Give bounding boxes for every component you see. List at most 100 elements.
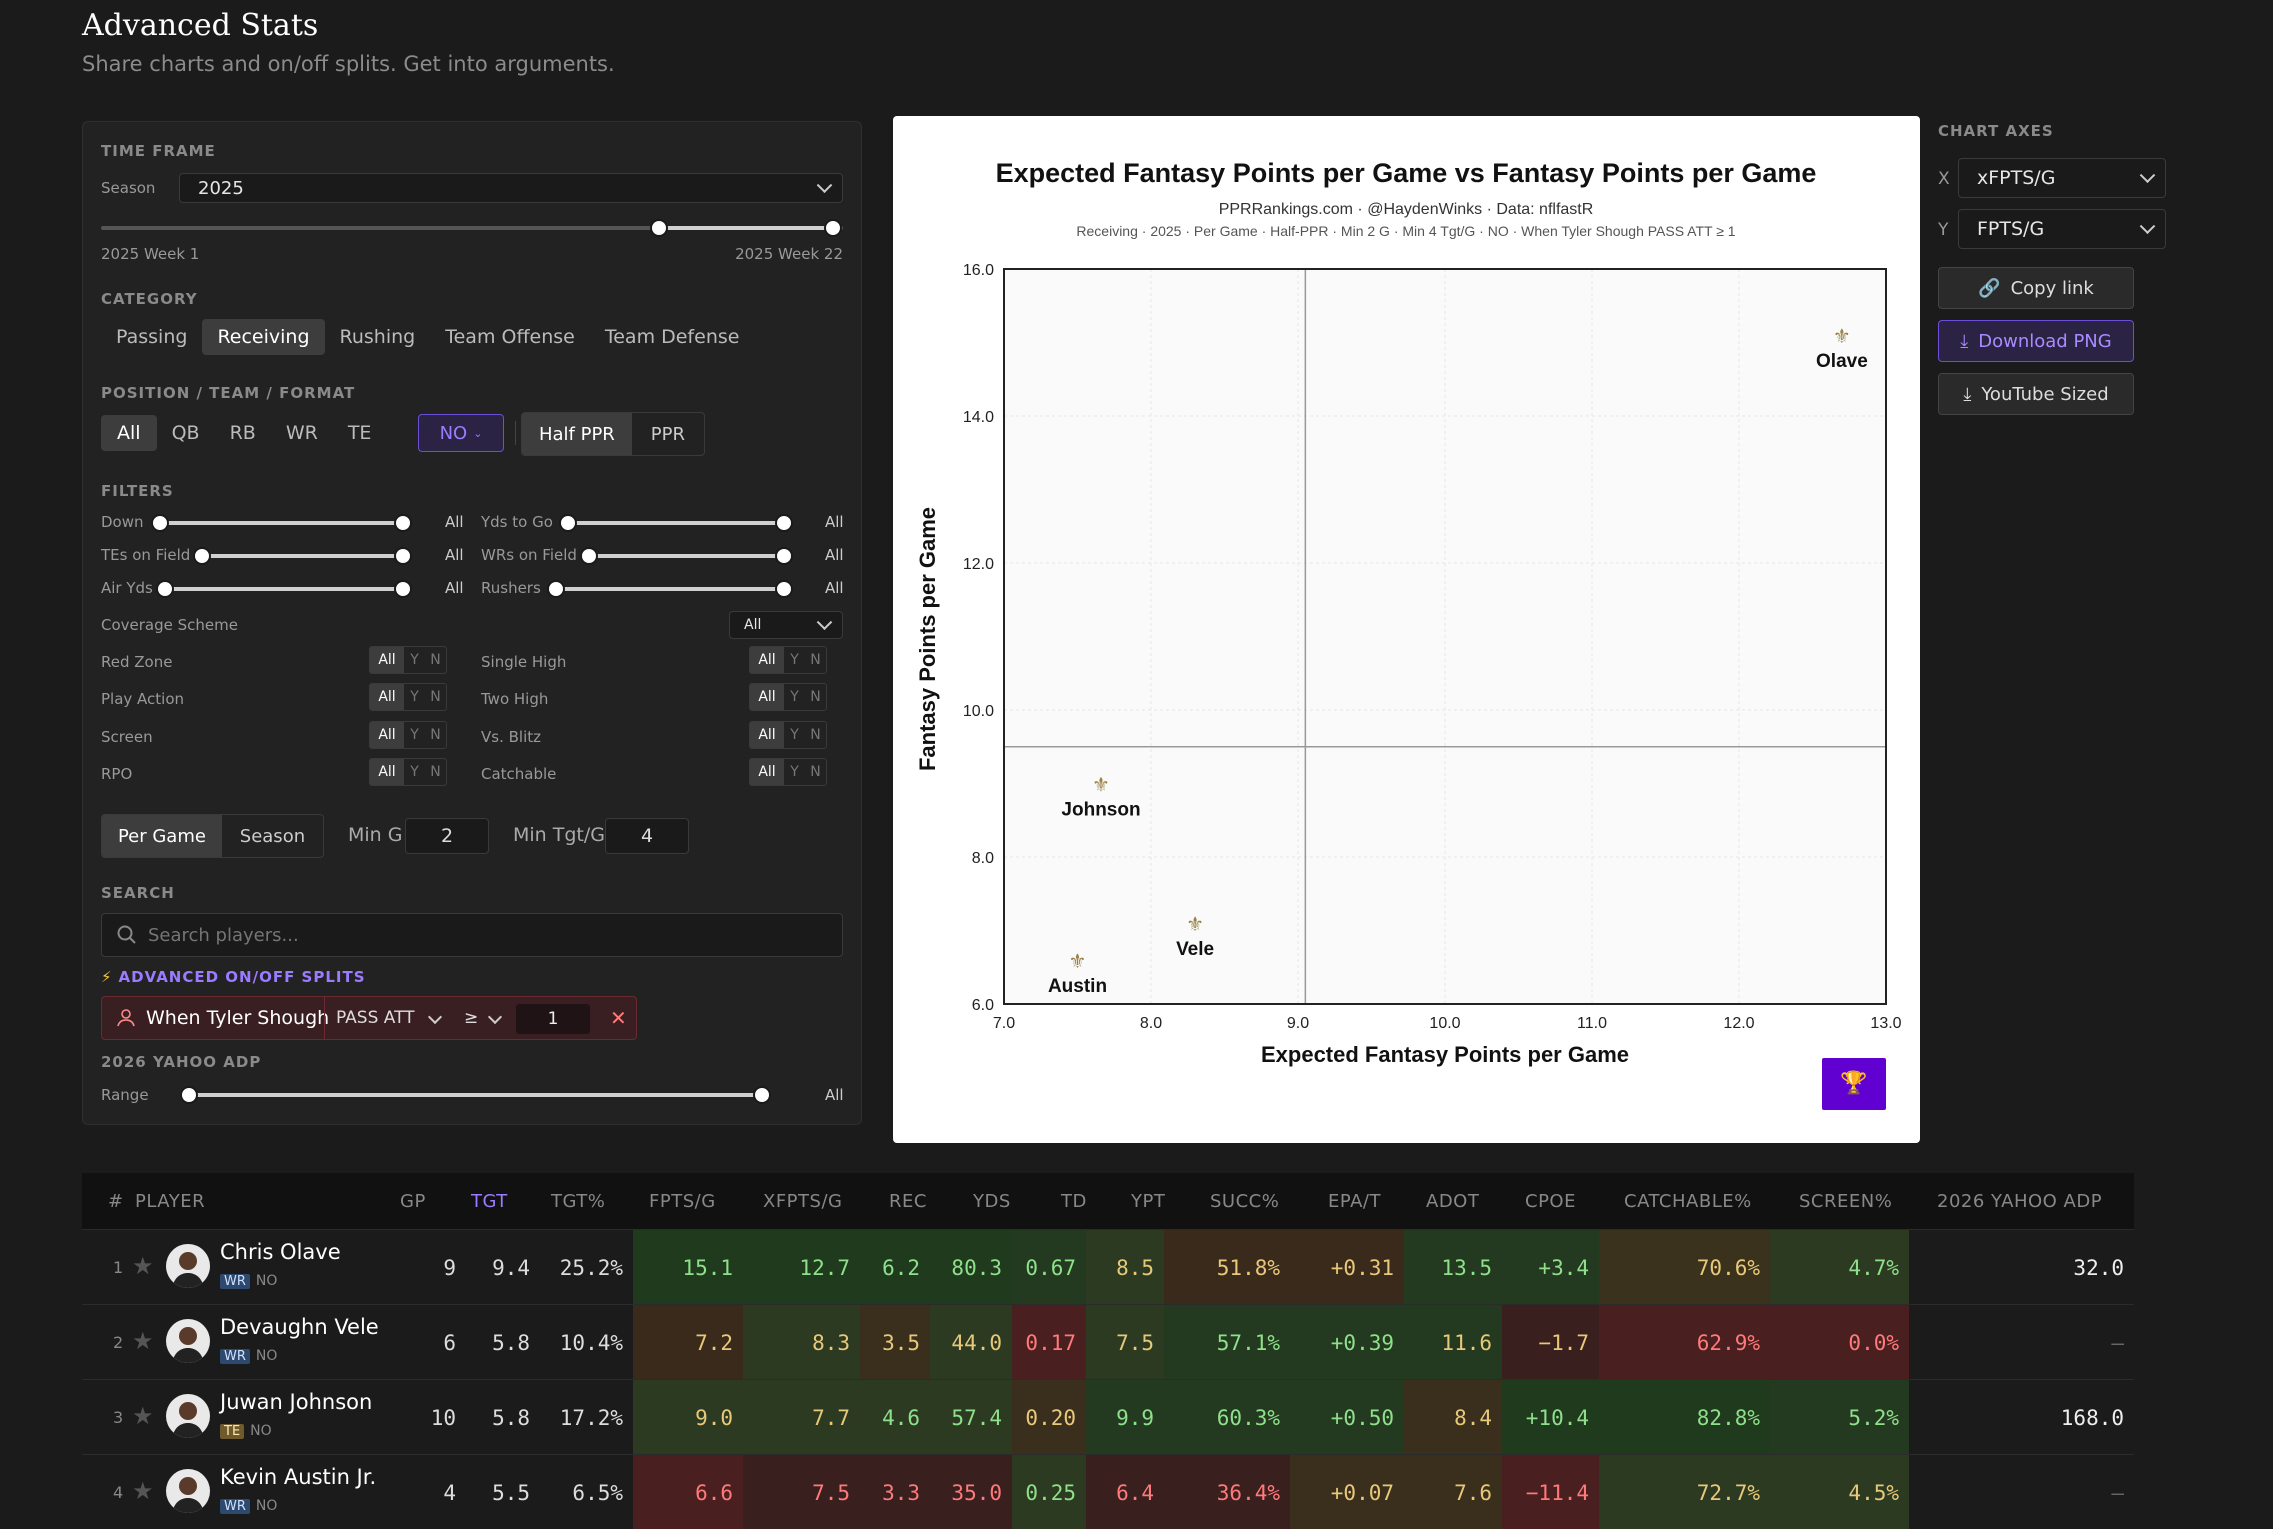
col-gp[interactable]: GP bbox=[400, 1190, 426, 1212]
opt-all[interactable]: All bbox=[370, 759, 404, 785]
opt-all[interactable]: All bbox=[370, 684, 404, 710]
adp-max-handle[interactable] bbox=[753, 1086, 771, 1104]
pos-wr[interactable]: WR bbox=[285, 422, 318, 444]
col-adp[interactable]: 2026 YAHOO ADP bbox=[1937, 1190, 2103, 1212]
copy-link-button[interactable]: 🔗 Copy link bbox=[1938, 267, 2134, 309]
filter-rushers-slider[interactable] bbox=[556, 587, 784, 591]
col-catchable[interactable]: CATCHABLE% bbox=[1624, 1190, 1752, 1212]
player-cell[interactable]: 3 ★ Juwan Johnson TE NO bbox=[82, 1380, 387, 1455]
filter-wrs-slider[interactable] bbox=[589, 554, 784, 558]
tab-team-defense[interactable]: Team Defense bbox=[604, 326, 740, 348]
filter-airyds-min-handle[interactable] bbox=[156, 580, 174, 598]
format-ppr[interactable]: PPR bbox=[650, 423, 685, 445]
toggle-screen[interactable]: All Y N bbox=[369, 721, 447, 749]
col-ypt[interactable]: YPT bbox=[1131, 1190, 1166, 1212]
team-select[interactable]: NO ⌄ bbox=[418, 414, 504, 452]
filter-airyds-slider[interactable] bbox=[165, 587, 403, 591]
col-rec[interactable]: REC bbox=[889, 1190, 927, 1212]
col-adot[interactable]: ADOT bbox=[1426, 1190, 1480, 1212]
pos-te[interactable]: TE bbox=[347, 422, 372, 444]
player-cell[interactable]: 1 ★ Chris Olave WR NO bbox=[82, 1230, 387, 1305]
download-png-button[interactable]: ⤓ Download PNG bbox=[1938, 320, 2134, 362]
col-td[interactable]: TD bbox=[1061, 1190, 1087, 1212]
col-epa[interactable]: EPA/T bbox=[1328, 1190, 1381, 1212]
onoff-stat-select[interactable]: PASS ATT bbox=[336, 1008, 415, 1028]
opt-yes[interactable]: Y bbox=[410, 652, 419, 668]
opt-yes[interactable]: Y bbox=[790, 689, 799, 705]
opt-all[interactable]: All bbox=[750, 722, 784, 748]
week-range-track[interactable] bbox=[101, 226, 843, 230]
col-xfpts[interactable]: XFPTS/G bbox=[763, 1190, 843, 1212]
opt-all[interactable]: All bbox=[370, 647, 404, 673]
opt-no[interactable]: N bbox=[430, 689, 441, 705]
opt-yes[interactable]: Y bbox=[410, 727, 419, 743]
opt-no[interactable]: N bbox=[810, 652, 821, 668]
col-player[interactable]: PLAYER bbox=[135, 1190, 206, 1212]
opt-no[interactable]: N bbox=[430, 652, 441, 668]
opt-all[interactable]: All bbox=[370, 722, 404, 748]
toggle-twohigh[interactable]: All Y N bbox=[749, 683, 827, 711]
player-cell[interactable]: 4 ★ Kevin Austin Jr. WR NO bbox=[82, 1455, 387, 1529]
filter-wrs-min-handle[interactable] bbox=[580, 547, 598, 565]
toggle-redzone[interactable]: All Y N bbox=[369, 646, 447, 674]
opt-no[interactable]: N bbox=[430, 727, 441, 743]
opt-no[interactable]: N bbox=[810, 764, 821, 780]
table-row[interactable]: 1 ★ Chris Olave WR NO 9 9.4 25.2% 15.1 12.7 6.2 80.… bbox=[82, 1229, 2134, 1305]
season-select[interactable]: 2025 bbox=[179, 173, 843, 203]
player-name[interactable]: Juwan Johnson bbox=[220, 1390, 373, 1414]
filter-down-max-handle[interactable] bbox=[394, 514, 412, 532]
opt-no[interactable]: N bbox=[430, 764, 441, 780]
tab-team-offense[interactable]: Team Offense bbox=[445, 326, 575, 348]
player-name[interactable]: Chris Olave bbox=[220, 1240, 341, 1264]
opt-yes[interactable]: Y bbox=[790, 727, 799, 743]
opt-yes[interactable]: Y bbox=[790, 652, 799, 668]
format-half-ppr[interactable]: Half PPR bbox=[522, 413, 632, 455]
week-start-handle[interactable] bbox=[650, 219, 668, 237]
filter-airyds-max-handle[interactable] bbox=[394, 580, 412, 598]
col-tgt[interactable]: TGT bbox=[471, 1190, 508, 1212]
player-name[interactable]: Devaughn Vele bbox=[220, 1315, 379, 1339]
opt-yes[interactable]: Y bbox=[410, 689, 419, 705]
pos-rb[interactable]: RB bbox=[229, 422, 256, 444]
season-button[interactable]: Season bbox=[239, 825, 306, 847]
onoff-operator-select[interactable]: ≥ bbox=[464, 1008, 479, 1028]
adp-range-slider[interactable] bbox=[189, 1093, 765, 1097]
pos-qb[interactable]: QB bbox=[171, 422, 200, 444]
close-icon[interactable]: ✕ bbox=[610, 1006, 627, 1030]
filter-rushers-max-handle[interactable] bbox=[775, 580, 793, 598]
player-cell[interactable]: 2 ★ Devaughn Vele WR NO bbox=[82, 1305, 387, 1380]
star-icon[interactable]: ★ bbox=[132, 1402, 154, 1430]
opt-no[interactable]: N bbox=[810, 689, 821, 705]
table-row[interactable]: 4 ★ Kevin Austin Jr. WR NO 4 5.5 6.5% 6.6 7.5 3.3 3… bbox=[82, 1454, 2134, 1529]
tab-passing[interactable]: Passing bbox=[116, 326, 188, 348]
star-icon[interactable]: ★ bbox=[132, 1477, 154, 1505]
toggle-singlehigh[interactable]: All Y N bbox=[749, 646, 827, 674]
filter-wrs-max-handle[interactable] bbox=[775, 547, 793, 565]
toggle-catchable[interactable]: All Y N bbox=[749, 758, 827, 786]
filter-ydstogo-min-handle[interactable] bbox=[559, 514, 577, 532]
col-fpts[interactable]: FPTS/G bbox=[649, 1190, 716, 1212]
player-search[interactable] bbox=[101, 913, 843, 957]
toggle-playaction[interactable]: All Y N bbox=[369, 683, 447, 711]
onoff-value-input[interactable]: 1 bbox=[516, 1004, 590, 1034]
table-row[interactable]: 3 ★ Juwan Johnson TE NO 10 5.8 17.2% 9.0 7.7 4.6 57… bbox=[82, 1379, 2134, 1455]
opt-no[interactable]: N bbox=[810, 727, 821, 743]
opt-yes[interactable]: Y bbox=[410, 764, 419, 780]
toggle-rpo[interactable]: All Y N bbox=[369, 758, 447, 786]
filter-tes-min-handle[interactable] bbox=[193, 547, 211, 565]
col-tgt-pct[interactable]: TGT% bbox=[551, 1190, 606, 1212]
search-input[interactable] bbox=[148, 924, 748, 946]
youtube-sized-button[interactable]: ⤓ YouTube Sized bbox=[1938, 373, 2134, 415]
col-succ[interactable]: SUCC% bbox=[1210, 1190, 1280, 1212]
pos-all[interactable]: All bbox=[101, 415, 157, 451]
coverage-select[interactable]: All bbox=[729, 611, 843, 639]
filter-down-slider[interactable] bbox=[160, 521, 403, 525]
col-yds[interactable]: YDS bbox=[973, 1190, 1011, 1212]
tab-rushing[interactable]: Rushing bbox=[339, 326, 416, 348]
star-icon[interactable]: ★ bbox=[132, 1252, 154, 1280]
col-rank[interactable]: # bbox=[108, 1190, 124, 1212]
filter-ydstogo-slider[interactable] bbox=[568, 521, 784, 525]
opt-yes[interactable]: Y bbox=[790, 764, 799, 780]
week-end-handle[interactable] bbox=[824, 219, 842, 237]
per-game-button[interactable]: Per Game bbox=[102, 815, 222, 857]
